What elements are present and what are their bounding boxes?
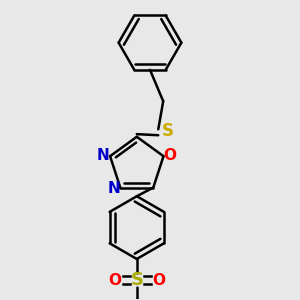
Text: N: N xyxy=(97,148,110,163)
Text: O: O xyxy=(108,273,121,288)
Text: O: O xyxy=(153,273,166,288)
Text: S: S xyxy=(130,272,143,290)
Text: S: S xyxy=(161,122,173,140)
Text: N: N xyxy=(107,181,120,196)
Text: O: O xyxy=(163,148,176,163)
